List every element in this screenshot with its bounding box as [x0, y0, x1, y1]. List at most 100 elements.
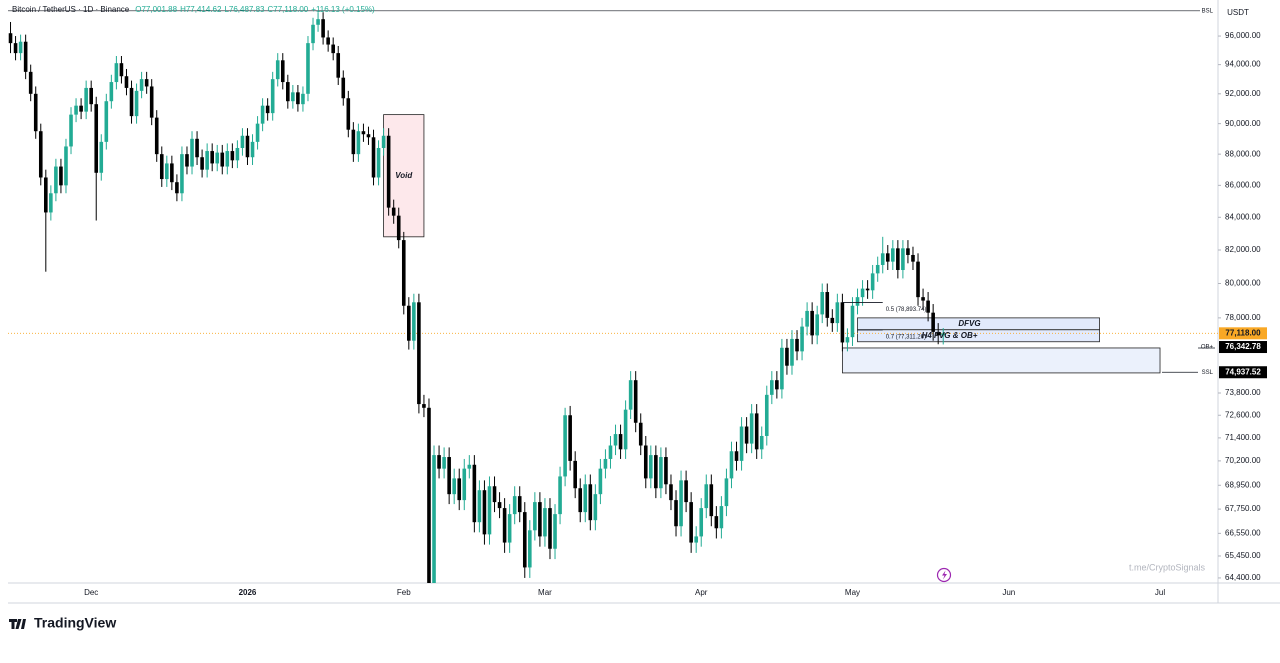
candle-body	[669, 484, 673, 501]
candle-body	[391, 207, 396, 216]
candle-body	[200, 157, 204, 170]
candle-body	[175, 182, 179, 194]
candle-body	[512, 496, 517, 515]
candle-body	[119, 63, 124, 77]
price-tag-label: 77,118.00	[1225, 328, 1261, 337]
candle-body	[296, 92, 300, 105]
brand: TradingView	[34, 615, 116, 631]
candle-body	[265, 105, 270, 114]
candle-body	[144, 79, 149, 87]
candle-body	[412, 302, 416, 341]
candle-body	[69, 114, 73, 147]
candle-body	[250, 141, 255, 158]
candle-body	[618, 434, 623, 450]
symbol-legend: Bitcoin / TetherUS · 1D · Binance O77,001…	[12, 5, 375, 14]
candle-body	[674, 500, 678, 527]
candle-body	[33, 93, 38, 132]
candle-body	[109, 82, 114, 102]
candle-body	[558, 476, 562, 515]
candle-body	[134, 90, 139, 117]
plot	[8, 12, 1218, 583]
candle-body	[613, 434, 618, 446]
candle-body	[235, 147, 240, 161]
candle-body	[59, 166, 63, 186]
candle-body	[124, 76, 129, 88]
y-tick-label: 82,000.00	[1225, 245, 1261, 254]
candle-body	[432, 455, 436, 583]
brand-logo	[9, 619, 26, 629]
x-tick-label: Jul	[1155, 588, 1165, 597]
candle-body	[149, 86, 154, 118]
candle-body	[502, 508, 507, 543]
x-tick-label: Apr	[695, 588, 708, 597]
candle-body	[664, 457, 668, 485]
x-tick-label: Dec	[84, 588, 98, 597]
zone-label: DFVG	[958, 319, 980, 328]
y-tick-label: 86,000.00	[1225, 180, 1261, 189]
candle-body	[528, 530, 532, 568]
candle-body	[568, 415, 572, 461]
candle-body	[850, 305, 855, 338]
candle-body	[321, 19, 325, 38]
candle-body	[533, 502, 537, 531]
candle-body	[810, 310, 814, 336]
candle-body	[472, 464, 477, 523]
y-tick-label: 72,600.00	[1225, 410, 1261, 419]
candle-body	[275, 60, 280, 80]
candle-body	[427, 407, 431, 583]
candle-body	[548, 508, 552, 549]
candle-body	[820, 292, 825, 315]
y-tick-label: 73,800.00	[1225, 388, 1261, 397]
candle-body	[901, 248, 905, 271]
candle-body	[326, 37, 330, 45]
candle-body	[346, 98, 351, 130]
candle-body	[800, 326, 804, 352]
price-tag	[1219, 366, 1267, 379]
candle-body	[477, 490, 482, 523]
candle-body	[99, 141, 104, 173]
candle-body	[467, 464, 472, 469]
candle-body	[64, 146, 68, 186]
candle-body	[129, 87, 134, 117]
currency: USDT	[1227, 8, 1249, 17]
candle-body	[931, 312, 935, 332]
candle-body	[719, 506, 724, 529]
candle-body	[588, 484, 593, 521]
x-tick-label: Mar	[538, 588, 552, 597]
candle-body	[386, 135, 391, 208]
candle-body	[417, 302, 421, 405]
candle-body	[734, 451, 739, 461]
zone	[857, 329, 1100, 343]
price-tag	[1219, 341, 1267, 354]
event-icon[interactable]	[936, 567, 952, 583]
zone-label: Void	[395, 171, 413, 180]
level-label: BSL	[1202, 8, 1214, 14]
candle-body	[366, 134, 371, 138]
candle-body	[376, 147, 381, 178]
candle-body	[573, 460, 577, 489]
candle-body	[185, 154, 189, 167]
candle-body	[396, 215, 401, 241]
candle-body	[301, 93, 305, 105]
candle-body	[159, 154, 164, 180]
x-tick-label: Jun	[1002, 588, 1015, 597]
candle-body	[926, 300, 930, 313]
zone	[841, 347, 1161, 374]
candle-body	[921, 297, 925, 301]
candle-body	[870, 273, 875, 291]
candle-body	[775, 380, 779, 390]
candle-body	[805, 310, 809, 327]
candle-body	[936, 331, 940, 336]
candle-body	[255, 123, 260, 142]
candle-body	[689, 502, 693, 543]
candle-body	[729, 451, 734, 479]
candle-body	[835, 302, 840, 324]
candle-body	[442, 457, 446, 469]
candle-body	[628, 380, 633, 410]
candle-body	[306, 43, 310, 94]
candle-body	[891, 248, 895, 262]
candle-body	[598, 468, 603, 495]
candle-body	[517, 496, 522, 513]
tag-label: SSL	[1202, 370, 1214, 376]
